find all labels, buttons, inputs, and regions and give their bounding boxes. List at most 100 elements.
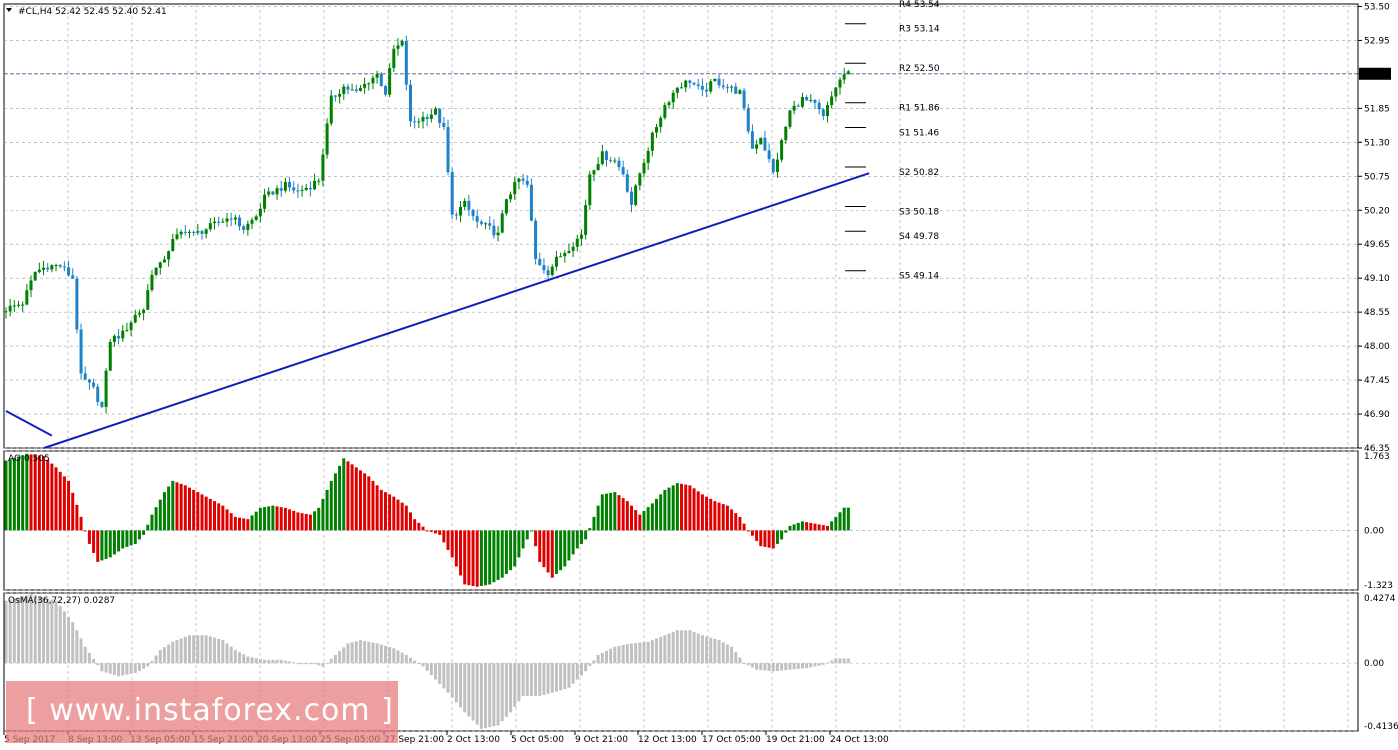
ao-bar bbox=[279, 507, 283, 531]
osma-bar bbox=[229, 646, 233, 664]
osma-bar bbox=[671, 631, 675, 664]
candle-body bbox=[283, 181, 287, 191]
ao-bar bbox=[79, 516, 83, 531]
candle-body bbox=[158, 262, 162, 268]
ao-bar bbox=[338, 465, 342, 531]
y-tick-label: 53.50 bbox=[1364, 2, 1390, 12]
osma-tick-label: 0.4274 bbox=[1364, 594, 1396, 604]
osma-bar bbox=[655, 638, 659, 664]
ao-bar bbox=[175, 482, 179, 531]
ao-bar bbox=[12, 457, 16, 531]
osma-bar bbox=[221, 640, 225, 664]
candle-body bbox=[571, 246, 575, 251]
ao-bar bbox=[396, 499, 400, 531]
y-tick-label: 50.20 bbox=[1364, 206, 1390, 216]
candle-body bbox=[742, 90, 746, 109]
ao-bar bbox=[137, 530, 141, 540]
osma-bar bbox=[554, 663, 558, 692]
osma-bar bbox=[625, 644, 629, 664]
candle-body bbox=[388, 68, 392, 95]
y-tick-label: 51.85 bbox=[1364, 104, 1390, 114]
ao-bar bbox=[488, 530, 492, 585]
osma-bar bbox=[300, 663, 304, 665]
ao-bar bbox=[459, 530, 463, 576]
ao-bar bbox=[313, 511, 317, 531]
candle-body bbox=[554, 256, 558, 267]
candle-body bbox=[404, 40, 408, 85]
osma-bar bbox=[475, 663, 479, 725]
osma-bar bbox=[346, 643, 350, 664]
candle-body bbox=[367, 83, 371, 85]
current-price-label: 52.41 bbox=[1362, 70, 1388, 80]
osma-bar bbox=[734, 652, 738, 664]
ao-bar bbox=[187, 487, 191, 531]
ao-bar bbox=[296, 512, 300, 531]
candle-body bbox=[354, 89, 358, 91]
ao-bar bbox=[709, 498, 713, 531]
osma-bar bbox=[538, 663, 542, 696]
osma-bar bbox=[579, 663, 583, 676]
candle-body bbox=[413, 121, 417, 123]
osma-bar bbox=[542, 663, 546, 695]
ao-bar bbox=[213, 501, 216, 531]
ao-bar bbox=[484, 530, 488, 586]
candle-body bbox=[342, 86, 346, 94]
osma-bar bbox=[567, 663, 571, 688]
osma-bar bbox=[563, 663, 567, 689]
y-tick-label: 50.75 bbox=[1364, 172, 1390, 182]
ao-bar bbox=[500, 530, 504, 578]
ao-tick-label: 1.763 bbox=[1364, 452, 1390, 462]
ao-bar bbox=[621, 498, 625, 531]
candle-body bbox=[630, 191, 633, 205]
osma-bar bbox=[404, 654, 408, 664]
candle-body bbox=[429, 114, 433, 119]
candle-body bbox=[609, 159, 613, 161]
osma-bar bbox=[546, 663, 550, 694]
osma-bar bbox=[146, 663, 150, 667]
ao-bar bbox=[550, 530, 554, 578]
ao-bar bbox=[46, 459, 50, 531]
ao-bar bbox=[167, 486, 171, 531]
candle-body bbox=[79, 329, 83, 374]
candle-body bbox=[584, 205, 588, 235]
candle-body bbox=[475, 216, 479, 222]
ao-bar bbox=[567, 530, 571, 561]
candle-body bbox=[763, 137, 767, 151]
osma-bar bbox=[271, 659, 275, 664]
osma-bar bbox=[313, 663, 317, 665]
y-tick-label: 48.00 bbox=[1364, 342, 1390, 352]
ao-bar bbox=[325, 489, 329, 531]
osma-bar bbox=[688, 630, 692, 664]
ao-bar bbox=[721, 504, 725, 531]
candle-body bbox=[46, 267, 50, 270]
ao-bar bbox=[763, 530, 767, 547]
ao-bar bbox=[730, 509, 734, 531]
candle-body bbox=[233, 217, 237, 220]
osma-bar bbox=[488, 663, 492, 728]
osma-bar bbox=[604, 650, 608, 664]
ao-bar bbox=[838, 512, 842, 531]
osma-bar bbox=[29, 594, 33, 664]
osma-bar bbox=[321, 663, 325, 667]
osma-bar bbox=[129, 663, 133, 674]
candle-body bbox=[604, 151, 608, 160]
osma-bar bbox=[792, 663, 796, 670]
candle-body bbox=[771, 159, 775, 172]
candle-body bbox=[254, 216, 258, 220]
osma-bar bbox=[846, 658, 850, 664]
osma-bar bbox=[250, 657, 254, 664]
ao-bar bbox=[108, 530, 112, 558]
ao-bar bbox=[742, 523, 746, 531]
ao-bar bbox=[496, 530, 500, 580]
ao-bar bbox=[775, 530, 779, 544]
candle-body bbox=[213, 221, 216, 224]
osma-bar bbox=[162, 647, 166, 664]
osma-bar bbox=[642, 642, 646, 664]
ao-bar bbox=[604, 493, 608, 531]
candle-body bbox=[788, 110, 792, 127]
dropdown-arrow-icon bbox=[6, 8, 12, 12]
ao-bar bbox=[333, 473, 337, 531]
ao-bar bbox=[192, 489, 196, 531]
candle-body bbox=[83, 373, 87, 380]
ao-bar bbox=[171, 480, 175, 531]
